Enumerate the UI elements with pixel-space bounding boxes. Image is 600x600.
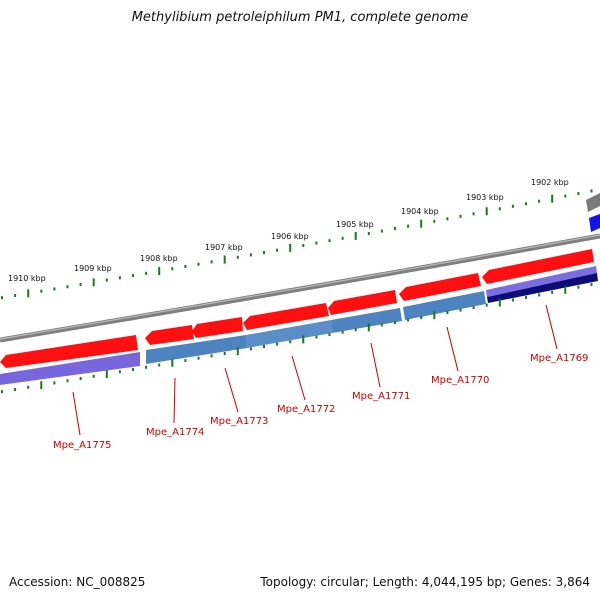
gene-label[interactable]: Mpe_A1774 [146, 427, 204, 438]
reverse-cds-feature [403, 291, 486, 320]
leader-line [224, 367, 239, 413]
forward-cds-arrow [145, 325, 194, 345]
forward-cds-arrow [482, 249, 594, 284]
leader-line [291, 355, 306, 401]
kbp-label: 1906 kbp [271, 232, 309, 241]
partial-gray-feature [586, 193, 600, 212]
kbp-label: 1902 kbp [531, 178, 569, 187]
gene-label[interactable]: Mpe_A1771 [352, 391, 410, 402]
gene-label[interactable]: Mpe_A1770 [431, 375, 489, 386]
leader-line [72, 391, 81, 436]
forward-cds-arrow [192, 317, 243, 338]
leader-line [370, 342, 381, 388]
navy-feature [487, 273, 598, 303]
kbp-label: 1908 kbp [140, 254, 178, 263]
reverse-cds-feature [146, 335, 247, 364]
kbp-label: 1909 kbp [74, 264, 112, 273]
kbp-label-group: 1910 kbp 1909 kbp 1908 kbp 1907 kbp 1906… [8, 178, 569, 283]
inner-ruler [1, 283, 593, 394]
gene-label[interactable]: Mpe_A1773 [210, 416, 268, 427]
forward-cds-arrow [328, 290, 397, 315]
map-title: Methylibium petroleiphilum PM1, complete… [131, 10, 469, 25]
leader-line [446, 326, 459, 372]
forward-cds-arrow [399, 273, 481, 301]
gene-label[interactable]: Mpe_A1772 [277, 404, 335, 415]
genome-backbone-highlight [0, 234, 600, 340]
reverse-cds-feature [331, 308, 402, 333]
leader-line [173, 377, 176, 424]
forward-cds-arrow [243, 303, 329, 330]
outer-ruler [1, 189, 593, 300]
partial-blue-feature [589, 214, 600, 232]
reverse-cds-feature [246, 320, 332, 348]
kbp-label: 1905 kbp [336, 220, 374, 229]
genome-summary-text: Topology: circular; Length: 4,044,195 bp… [260, 575, 590, 589]
genome-backbone [0, 233, 600, 343]
violet-feature [0, 352, 140, 385]
kbp-label: 1904 kbp [401, 207, 439, 216]
kbp-label: 1907 kbp [205, 243, 243, 252]
gene-label[interactable]: Mpe_A1769 [530, 353, 588, 364]
violet-feature [486, 266, 597, 297]
accession-text: Accession: NC_008825 [9, 575, 146, 589]
forward-cds-arrow [0, 335, 138, 368]
gene-label[interactable]: Mpe_A1775 [53, 440, 111, 451]
kbp-label: 1903 kbp [466, 193, 504, 202]
kbp-label: 1910 kbp [8, 274, 46, 283]
leader-line [545, 304, 558, 350]
